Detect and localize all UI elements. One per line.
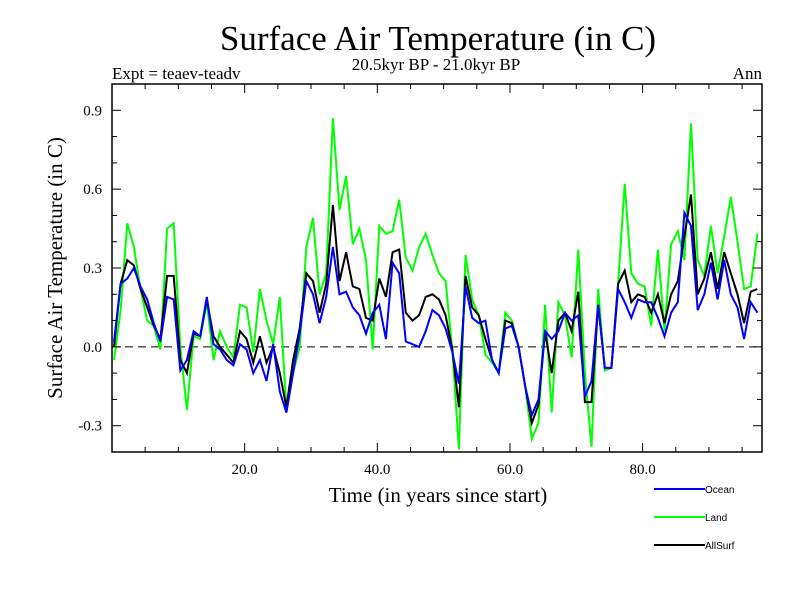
legend: Ocean Land AllSurf (654, 485, 735, 552)
y-tick-label: 0.3 (83, 261, 102, 277)
y-tick-label: 0.9 (83, 103, 102, 119)
series-group (113, 118, 759, 450)
y-tick-label: 0.0 (83, 340, 102, 356)
chart-title: Surface Air Temperature (in C) (220, 19, 656, 58)
x-tick-label: 20.0 (232, 462, 258, 478)
legend-label-ocean: Ocean (705, 485, 734, 496)
series-line-allsurf (113, 194, 758, 427)
legend-label-land: Land (705, 513, 727, 524)
ticks-group (112, 84, 762, 452)
chart-subtitle: 20.5kyr BP - 21.0kyr BP (352, 55, 520, 74)
x-tick-label: 80.0 (629, 462, 655, 478)
y-axis-label: Surface Air Temperature (in C) (43, 137, 67, 399)
legend-label-allsurf: AllSurf (705, 541, 735, 552)
y-tick-labels: -0.3 0.0 0.3 0.6 0.9 (78, 103, 102, 434)
x-tick-label: 60.0 (497, 462, 523, 478)
series-line-ocean (113, 209, 759, 419)
y-tick-label: 0.6 (83, 182, 102, 198)
y-tick-label: -0.3 (78, 419, 102, 435)
season-label: Ann (733, 64, 763, 83)
x-axis-label: Time (in years since start) (329, 483, 548, 507)
x-tick-label: 40.0 (364, 462, 390, 478)
experiment-label: Expt = teaev-teadv (112, 64, 241, 83)
series-line-land (113, 118, 759, 450)
x-tick-labels: 20.0 40.0 60.0 80.0 (232, 462, 656, 478)
